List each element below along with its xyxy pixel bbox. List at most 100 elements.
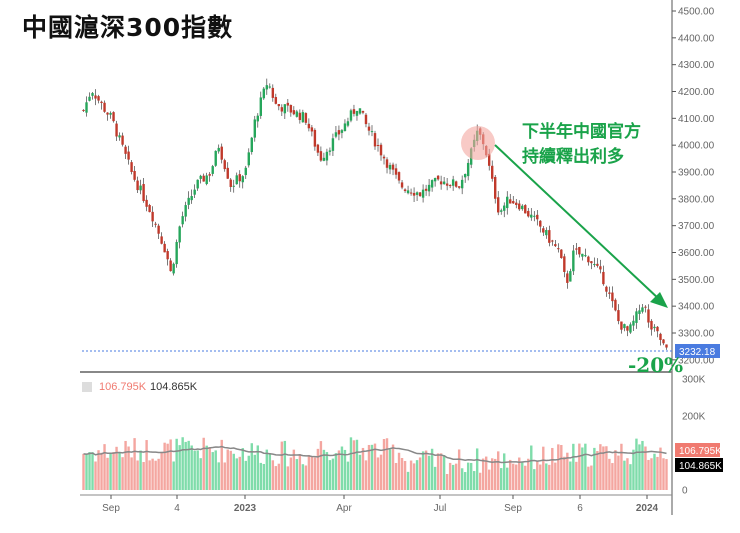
volume-tick-label: 0 xyxy=(682,486,688,497)
volume-bar xyxy=(653,453,656,490)
volume-bar xyxy=(650,458,653,490)
volume-bar xyxy=(472,471,476,490)
candle-body xyxy=(154,223,157,225)
volume-bar xyxy=(656,456,659,490)
volume-tick-label: 300K xyxy=(682,375,706,386)
volume-bar xyxy=(238,456,241,490)
candle-body xyxy=(436,175,440,180)
volume-bar xyxy=(292,449,296,490)
volume-bar xyxy=(124,440,127,490)
candle-body xyxy=(566,273,569,283)
price-tick-label: 3500.00 xyxy=(678,275,715,286)
price-tick-label: 4200.00 xyxy=(678,87,715,98)
volume-bar xyxy=(475,448,479,490)
candle-body xyxy=(653,326,656,329)
candle-body xyxy=(244,167,247,176)
candle-body xyxy=(151,211,154,222)
candle-body xyxy=(199,175,202,179)
candle-body xyxy=(118,135,121,138)
candle-body xyxy=(322,157,326,161)
volume-bar xyxy=(97,450,100,490)
volume-bar xyxy=(433,466,437,490)
time-tick-label: Sep xyxy=(102,503,120,514)
volume-bar xyxy=(295,459,299,490)
candle-body xyxy=(109,112,112,115)
volume-bar xyxy=(599,444,602,490)
candle-body xyxy=(587,256,590,263)
volume-bar xyxy=(214,450,217,490)
time-tick-label: 2023 xyxy=(234,503,257,514)
candle-body xyxy=(503,205,506,211)
candle-body xyxy=(415,192,419,195)
price-tick-label: 4300.00 xyxy=(678,60,715,71)
candle-body xyxy=(328,150,332,152)
candle-body xyxy=(602,271,605,285)
volume-bar xyxy=(662,458,665,490)
candle-body xyxy=(241,176,244,183)
candle-body xyxy=(178,226,181,243)
volume-bar xyxy=(256,445,260,490)
candle-body xyxy=(391,164,395,170)
time-tick-label: 2024 xyxy=(636,503,659,514)
volume-bar xyxy=(460,468,464,490)
volume-bar xyxy=(118,452,121,490)
volume-bar xyxy=(343,449,347,490)
candle-body xyxy=(650,320,653,330)
volume-badge xyxy=(675,443,720,457)
volume-bar xyxy=(439,453,443,490)
candle-body xyxy=(253,119,256,138)
price-tick-label: 3600.00 xyxy=(678,248,715,259)
volume-bar xyxy=(250,443,253,490)
candle-body xyxy=(361,110,365,113)
volume-bar xyxy=(325,452,329,490)
volume-bar xyxy=(557,444,560,490)
candle-body xyxy=(202,175,205,182)
volume-bar xyxy=(530,445,533,490)
volume-bar xyxy=(148,460,151,490)
candle-body xyxy=(316,144,320,153)
volume-bar xyxy=(181,437,184,490)
volume-bar xyxy=(355,439,359,490)
volume-bar xyxy=(217,462,220,490)
volume-bar xyxy=(187,440,190,490)
candle-body xyxy=(106,112,109,115)
candle-body xyxy=(590,261,593,264)
price-tick-label: 3200.00 xyxy=(678,355,715,366)
volume-bar xyxy=(232,453,235,490)
candle-body xyxy=(421,189,425,198)
candle-body xyxy=(418,192,422,197)
volume-bar xyxy=(542,446,545,490)
candle-body xyxy=(100,101,103,104)
price-tick-label: 3800.00 xyxy=(678,194,715,205)
candle-body xyxy=(142,184,145,201)
volume-bar xyxy=(133,438,136,490)
volume-ma-badge-label: 104.865K xyxy=(679,461,722,472)
candle-body xyxy=(196,179,199,189)
volume-bar xyxy=(430,448,434,490)
volume-bar xyxy=(602,446,605,490)
volume-bar xyxy=(91,452,94,490)
candle-body xyxy=(632,320,635,326)
candle-body xyxy=(379,144,383,156)
trend-arrow xyxy=(494,144,661,301)
candle-body xyxy=(647,309,650,323)
candle-body xyxy=(307,123,311,129)
volume-bar xyxy=(166,443,169,490)
price-tick-label: 4400.00 xyxy=(678,33,715,44)
price-tick-label: 3300.00 xyxy=(678,329,715,340)
candle-body xyxy=(388,164,392,170)
volume-bar xyxy=(403,460,407,490)
candle-body xyxy=(229,179,232,187)
volume-bar xyxy=(521,461,524,490)
volume-bar xyxy=(307,454,311,490)
volume-bar xyxy=(175,438,178,490)
candle-body xyxy=(554,244,557,247)
legend-icon[interactable] xyxy=(82,382,92,392)
candle-body xyxy=(163,243,166,253)
candle-body xyxy=(238,174,241,182)
volume-bar xyxy=(629,464,632,490)
candle-body xyxy=(454,181,458,187)
candle-body xyxy=(599,266,602,270)
candle-body xyxy=(295,111,299,117)
